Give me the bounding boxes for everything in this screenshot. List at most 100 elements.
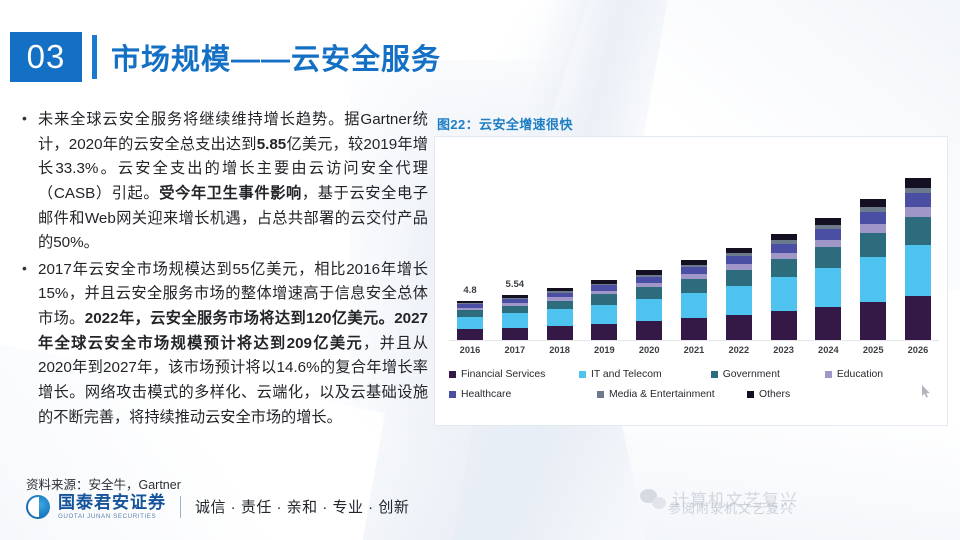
bar-segment [770, 233, 797, 241]
bar-segment [680, 318, 707, 340]
bar-segment [457, 310, 483, 317]
bar-value-label: 4.8 [463, 285, 477, 297]
list-item: 2017年云安全市场规模达到55亿美元，相比2016年增长15%，并且云安全服务… [16, 257, 429, 430]
brand-subtitle: GUOTAI JUNAN SECURITIES [58, 512, 157, 520]
legend-swatch-icon [449, 391, 456, 398]
bar-column [634, 155, 664, 340]
x-axis-tick: 2017 [504, 345, 526, 355]
bar-segment [680, 264, 707, 268]
bar-segment [457, 304, 483, 308]
bullet1-bold2: 受今年卫生事件影响 [159, 184, 302, 202]
x-axis-tick: 2023 [773, 345, 794, 355]
bar-segment [591, 280, 618, 284]
bullet1-bold1: 5.85 [256, 135, 287, 153]
stacked-bar [636, 270, 663, 340]
bar-segment [680, 267, 707, 275]
section-number-badge: 03 [10, 32, 82, 82]
bar-column [813, 155, 843, 340]
bar-segment [725, 285, 752, 316]
bar-segment [680, 292, 707, 319]
brand-separator [180, 495, 181, 518]
x-axis-tick: 2020 [638, 345, 660, 355]
bar-segment [591, 323, 618, 340]
bar-segment [546, 297, 573, 301]
list-item: 未来全球云安全服务将继续维持增长趋势。据Gartner统计，2020年的云安全总… [16, 107, 429, 256]
legend-item: Healthcare [449, 389, 597, 400]
bar-segment [815, 217, 842, 225]
bar-segment [815, 239, 842, 248]
page-title: 市场规模——云安全服务 [111, 44, 442, 76]
x-axis-tick: 2021 [683, 345, 705, 355]
bar-segment [591, 294, 618, 305]
bar-segment [860, 256, 887, 303]
header-divider [92, 35, 97, 79]
bar-segment [904, 216, 931, 245]
bar-segment [636, 287, 663, 299]
bullet1-part2: 亿美元，较2019年增长33.3%。云安全支出的增长主要由云访问安全代理（CAS… [38, 135, 428, 202]
legend-row: Healthcare Media & Entertainment Others [449, 389, 939, 400]
legend-item: Education [824, 369, 939, 380]
bar-column [679, 155, 709, 340]
bar-column: 5.54 [500, 155, 530, 340]
wechat-bubble-large [640, 488, 657, 503]
bar-segment [725, 247, 752, 254]
bar-segment [815, 228, 842, 240]
bar-segment [546, 300, 573, 310]
bar-segment [501, 327, 528, 340]
bar-segment [770, 252, 797, 260]
bar-column [545, 155, 575, 340]
legend-item: Media & Entertainment [597, 389, 747, 400]
bar-segment [546, 291, 573, 293]
bar-segment [546, 326, 573, 340]
legend-label: Others [759, 389, 791, 400]
bar-segment [725, 256, 752, 265]
bar-segment [457, 316, 483, 330]
bar-segment [457, 329, 483, 340]
legend-label: IT and Telecom [590, 369, 662, 380]
stacked-bar [725, 247, 752, 340]
bar-segment [501, 295, 528, 298]
bar-segment [770, 243, 797, 253]
bar-segment [904, 178, 931, 188]
bullet2-part1: 2017年云安全市场规模达到55亿美元，相比2016年增长15%，并且云安全服务… [38, 260, 428, 327]
bar-segment [591, 304, 618, 324]
bar-column [903, 155, 933, 340]
bullet1-part3: ，基于云安全电子邮件和Web网关迎来增长机遇，占总共部署的云交付产品的50%。 [38, 184, 429, 252]
bar-segment [591, 285, 618, 291]
chart-card: 4.8 5.54 2016 2017 2018 2019 2020 2021 2022 2023… [435, 137, 947, 425]
bar-segment [904, 187, 931, 193]
bar-segment [457, 301, 483, 304]
bullet2-part2: ，并且从2020年到2027年，该市场预计将以14.6%的复合年增长率增长。网络… [38, 334, 429, 426]
bar-segment [860, 302, 887, 340]
bar-segment [860, 211, 887, 225]
guotai-junan-logo-icon [26, 494, 50, 519]
legend-label: Education [836, 369, 884, 380]
bar-column [724, 155, 754, 340]
wechat-watermark: 计算机文艺复兴 [640, 486, 798, 511]
chart-legend: Financial Services IT and Telecom Governme… [449, 369, 939, 409]
legend-item: Government [710, 369, 825, 380]
bar-segment [546, 288, 573, 292]
bar-segment [815, 224, 842, 229]
bar-segment [457, 303, 483, 305]
legend-swatch-icon [710, 371, 718, 378]
body-text-column: 未来全球云安全服务将继续维持增长趋势。据Gartner统计，2020年的云安全总… [16, 107, 429, 432]
bar-segment [725, 264, 752, 270]
legend-label: Government [722, 369, 780, 380]
bar-segment [815, 267, 842, 308]
x-axis-tick: 2026 [907, 345, 929, 355]
legend-label: Healthcare [461, 389, 512, 400]
bar-segment [860, 199, 887, 208]
brand-text-group: 国泰君安证券 GUOTAI JUNAN SECURITIES [58, 494, 166, 520]
bar-segment [501, 297, 528, 300]
bar-column [858, 155, 888, 340]
slide-header: 03 市场规模——云安全服务 [0, 26, 441, 88]
bar-segment [501, 313, 528, 328]
legend-swatch-icon [597, 391, 604, 398]
bar-segment [725, 269, 752, 286]
x-axis-tick: 2019 [594, 345, 615, 355]
bar-segment [591, 283, 618, 286]
bar-segment [546, 292, 573, 298]
bar-segment [457, 307, 483, 311]
x-axis-labels: 2016 2017 2018 2019 2020 2021 2022 2023 2024 2025… [449, 345, 939, 355]
